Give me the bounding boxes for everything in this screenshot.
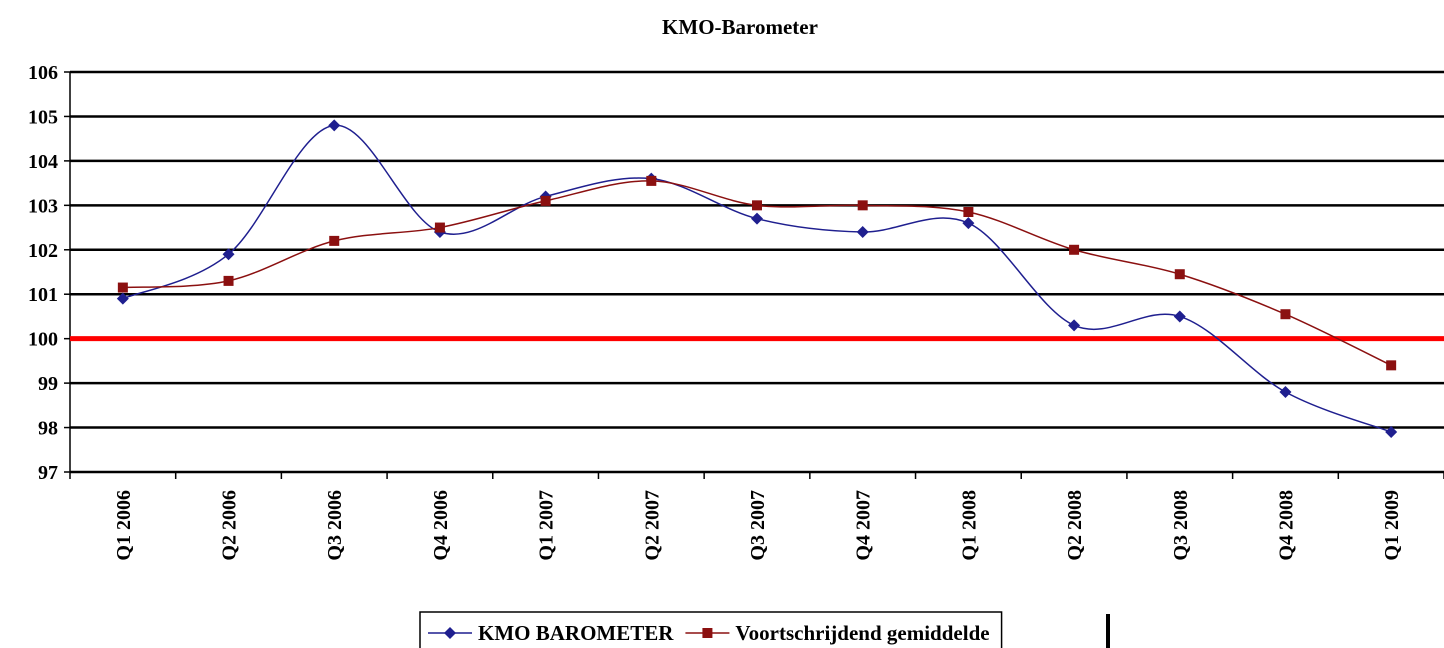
marker <box>1386 360 1397 371</box>
marker <box>1280 309 1291 320</box>
x-tick-label: Q1 2006 <box>113 490 135 561</box>
marker <box>1174 269 1185 280</box>
x-tick-label: Q2 2007 <box>641 490 663 561</box>
marker <box>751 212 763 225</box>
marker <box>1385 426 1398 438</box>
marker <box>1173 310 1186 323</box>
y-tick-label: 98 <box>38 418 58 440</box>
y-tick-label: 102 <box>28 240 58 262</box>
x-tick-label: Q1 2007 <box>536 490 558 561</box>
marker <box>963 207 974 217</box>
marker <box>222 248 235 261</box>
y-tick-label: 105 <box>28 106 58 128</box>
marker <box>856 226 869 238</box>
marker <box>540 195 551 206</box>
x-tick-label: Q4 2008 <box>1275 490 1297 561</box>
marker <box>434 222 445 233</box>
chart-title: KMO-Barometer <box>662 15 818 39</box>
legend: KMO BAROMETER Voortschrijdend gemiddelde <box>419 611 1110 648</box>
x-tick-label: Q4 2007 <box>853 490 875 561</box>
x-tick-label: Q3 2008 <box>1170 490 1192 561</box>
marker <box>1279 386 1292 398</box>
marker <box>329 235 340 246</box>
marker <box>223 275 234 286</box>
marker <box>702 628 713 638</box>
marker <box>857 200 868 211</box>
series-line <box>122 124 1392 433</box>
x-tick-label: Q1 2008 <box>958 490 980 561</box>
x-tick-label: Q3 2007 <box>747 490 769 561</box>
marker <box>962 217 975 230</box>
y-tick-label: 104 <box>28 151 58 173</box>
marker <box>1068 319 1081 332</box>
marker <box>328 119 341 132</box>
x-tick-label: Q4 2006 <box>430 490 452 561</box>
y-tick-label: 103 <box>28 195 58 217</box>
y-tick-label: 106 <box>28 62 58 84</box>
y-tick-label: 101 <box>28 284 58 306</box>
marker <box>646 175 657 186</box>
y-tick-label: 100 <box>28 329 58 351</box>
marker <box>752 200 762 211</box>
legend-label: Voortschrijdend gemiddelde <box>735 621 989 645</box>
y-tick-label: 99 <box>38 373 58 395</box>
x-tick-label: Q1 2009 <box>1381 490 1403 561</box>
x-tick-label: Q3 2006 <box>324 490 346 561</box>
y-tick-label: 97 <box>38 462 58 484</box>
x-tick-label: Q2 2008 <box>1064 490 1086 561</box>
legend-label: KMO BAROMETER <box>478 621 674 645</box>
marker <box>117 282 128 293</box>
marker <box>116 292 129 305</box>
marker <box>1069 244 1080 255</box>
x-tick-label: Q2 2006 <box>219 490 241 561</box>
marker <box>444 627 456 639</box>
